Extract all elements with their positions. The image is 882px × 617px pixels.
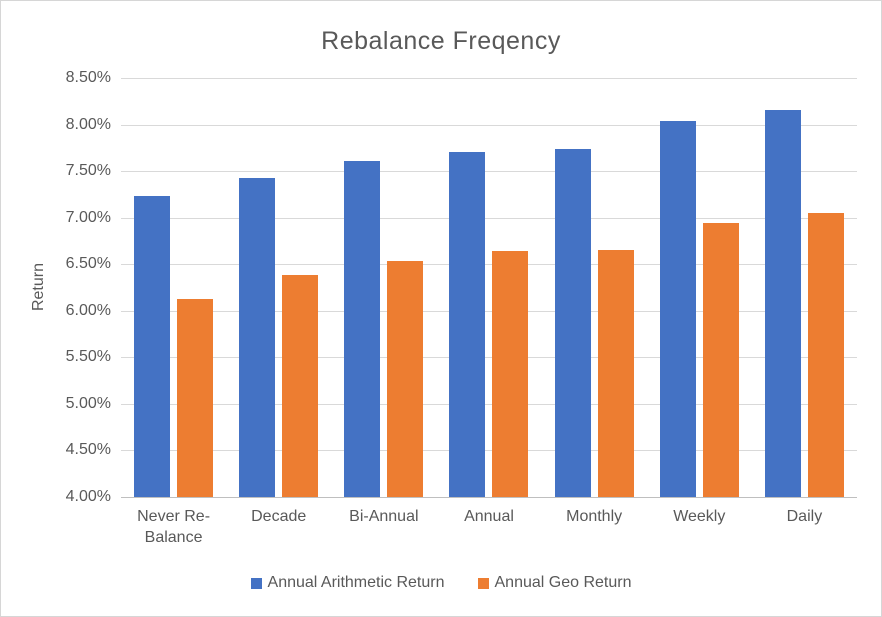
gridline — [121, 403, 857, 405]
y-tick-label: 8.50% — [65, 69, 111, 86]
bar-group — [331, 78, 436, 497]
y-tick-label: 6.50% — [65, 255, 111, 273]
x-category-label: Daily — [786, 508, 823, 525]
gridline — [121, 310, 857, 312]
x-axis-category-labels: Never Re-Balance Decade Bi-Annual Annual Mon… — [121, 507, 857, 549]
gridline — [121, 78, 857, 79]
gridline — [121, 217, 857, 219]
gridline — [121, 171, 857, 173]
gridline — [121, 357, 857, 359]
legend-item: Annual Arithmetic Return — [250, 574, 445, 592]
bar-group — [436, 78, 541, 497]
legend-item: Annual Geo Return — [477, 574, 632, 592]
y-tick-label: 4.00% — [65, 488, 111, 505]
bar-group — [121, 78, 226, 497]
bar — [344, 160, 381, 497]
bar — [764, 109, 801, 497]
bar — [492, 251, 529, 497]
legend-swatch — [477, 577, 489, 589]
y-tick-label: 4.50% — [65, 441, 111, 459]
gridline — [121, 450, 857, 452]
bar — [702, 223, 739, 497]
bar — [659, 120, 696, 497]
y-tick-label: 7.00% — [65, 208, 111, 226]
x-category-label: Monthly — [566, 508, 623, 525]
x-axis-line — [121, 497, 857, 498]
bars-container — [121, 78, 857, 497]
y-tick-label: 8.00% — [65, 115, 111, 133]
legend-swatch — [250, 577, 262, 589]
bar — [449, 151, 486, 497]
x-category-label: Annual — [464, 508, 514, 525]
gridline — [121, 264, 857, 266]
bar — [282, 275, 319, 497]
bar-group — [542, 78, 647, 497]
bar — [177, 298, 214, 497]
bar — [134, 196, 171, 497]
x-category-label: Bi-Annual — [349, 508, 419, 525]
bar — [239, 177, 276, 497]
bar — [554, 148, 591, 497]
bar-group — [226, 78, 331, 497]
x-category-label: Never Re-Balance — [137, 508, 211, 546]
legend: Annual Arithmetic Return Annual Geo Retur… — [1, 574, 881, 592]
y-axis-tick-labels: 8.50% 8.00% 7.50% 7.00% 6.50% 6.00% 5.50% 5.00%… — [1, 69, 111, 505]
bar-group — [647, 78, 752, 497]
x-category-label: Weekly — [673, 508, 726, 525]
chart-title: Rebalance Freqency — [321, 27, 561, 55]
legend-label: Annual Geo Return — [494, 574, 632, 591]
legend-label: Annual Arithmetic Return — [267, 574, 445, 591]
bar — [807, 213, 844, 497]
y-tick-label: 5.50% — [65, 348, 111, 366]
y-tick-label: 5.00% — [65, 394, 111, 412]
plot-area — [121, 78, 857, 498]
gridline — [121, 124, 857, 126]
bar — [597, 250, 634, 497]
y-tick-label: 6.00% — [65, 301, 111, 319]
bar-group — [752, 78, 857, 497]
bar — [387, 260, 424, 497]
y-tick-label: 7.50% — [65, 162, 111, 180]
x-category-label: Decade — [251, 508, 307, 525]
